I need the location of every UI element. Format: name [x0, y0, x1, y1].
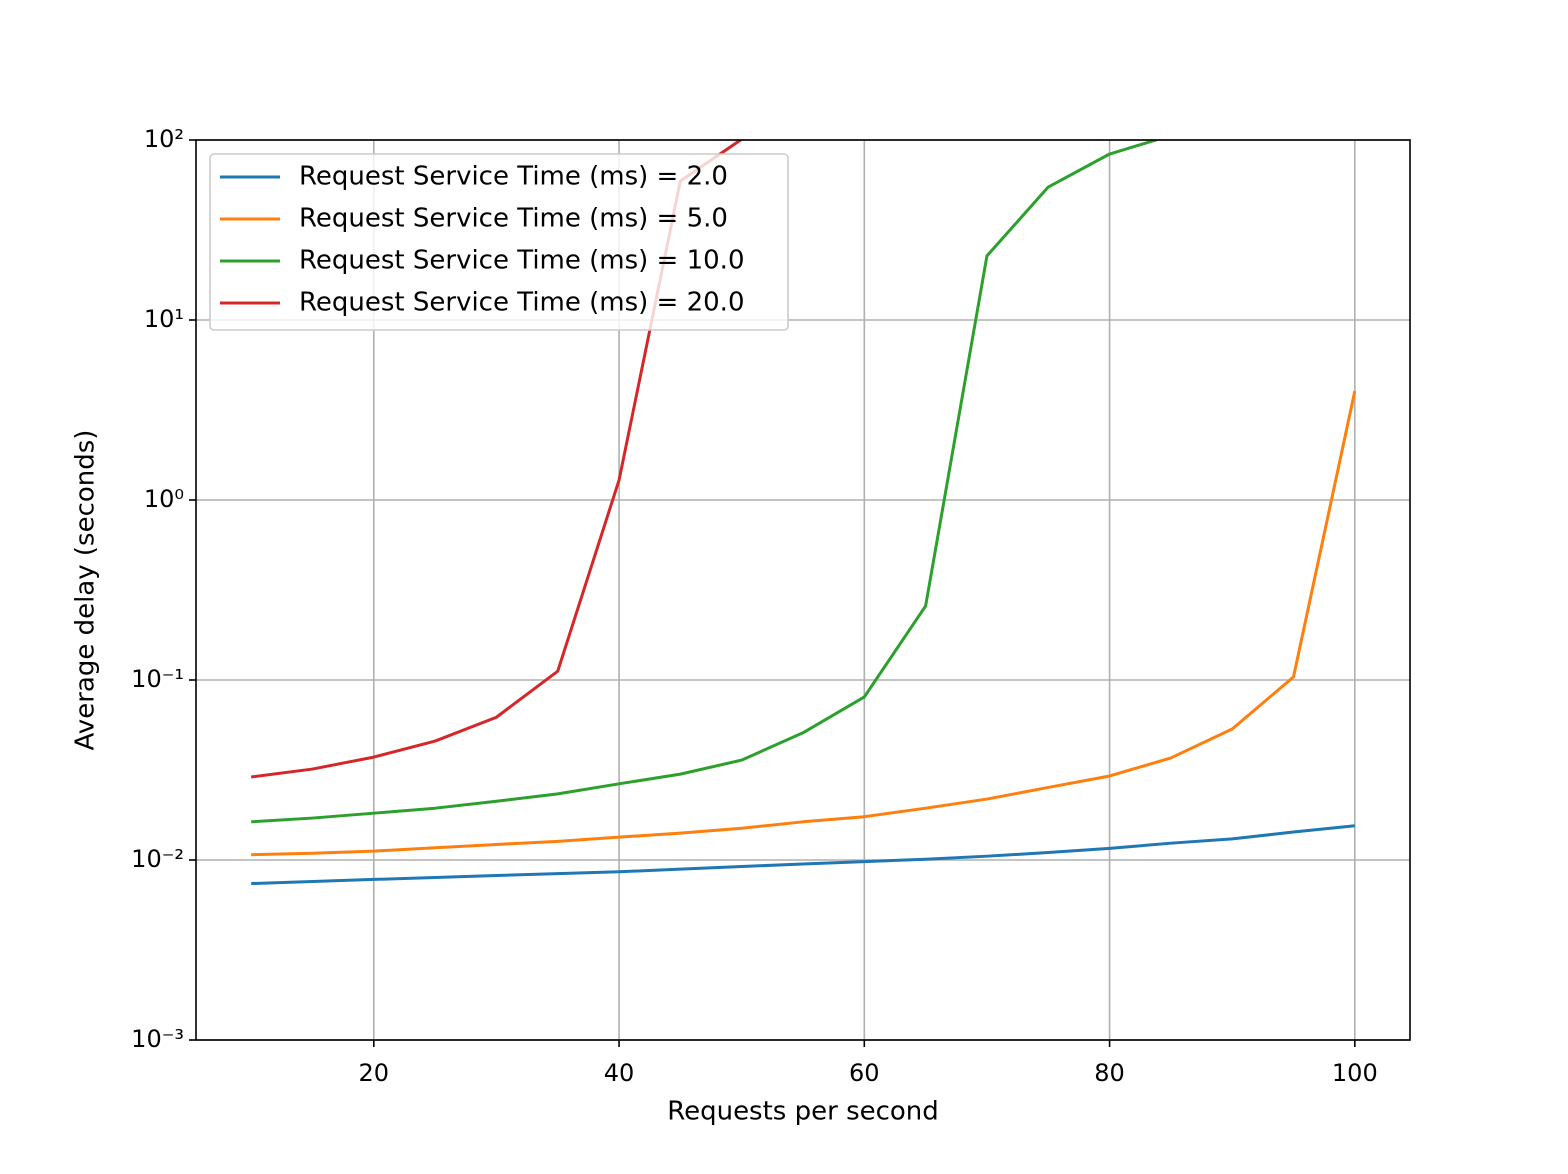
x-tick-label: 60 — [849, 1059, 880, 1087]
y-tick-label: 10¹ — [144, 305, 184, 333]
plot-lines — [250, 140, 1357, 886]
legend: Request Service Time (ms) = 2.0 Request S… — [209, 153, 789, 331]
legend-label: Request Service Time (ms) = 10.0 — [299, 246, 745, 276]
series-line — [250, 140, 749, 779]
legend-label: Request Service Time (ms) = 20.0 — [299, 288, 745, 318]
x-tick-label: 80 — [1094, 1059, 1125, 1087]
legend-label: Request Service Time (ms) = 5.0 — [299, 204, 728, 234]
series-line — [251, 824, 1355, 886]
plot-frame — [195, 139, 1411, 1041]
y-tick-label: 10⁻¹ — [131, 665, 184, 693]
y-tick-label: 10⁻² — [131, 845, 184, 873]
y-tick-label: 10⁰ — [144, 485, 184, 513]
y-axis-label: Average delay (seconds) — [71, 430, 101, 751]
x-tick-label: 40 — [604, 1059, 635, 1087]
x-tick-label: 20 — [359, 1059, 390, 1087]
series-line — [251, 140, 1162, 824]
y-tick-label: 10² — [144, 125, 184, 153]
legend-label: Request Service Time (ms) = 2.0 — [299, 162, 728, 192]
y-tick-label: 10⁻³ — [131, 1025, 184, 1053]
x-axis-label: Requests per second — [667, 1097, 939, 1127]
legend-box — [209, 153, 789, 331]
series-line — [251, 390, 1357, 857]
x-tick-label: 100 — [1332, 1059, 1378, 1087]
